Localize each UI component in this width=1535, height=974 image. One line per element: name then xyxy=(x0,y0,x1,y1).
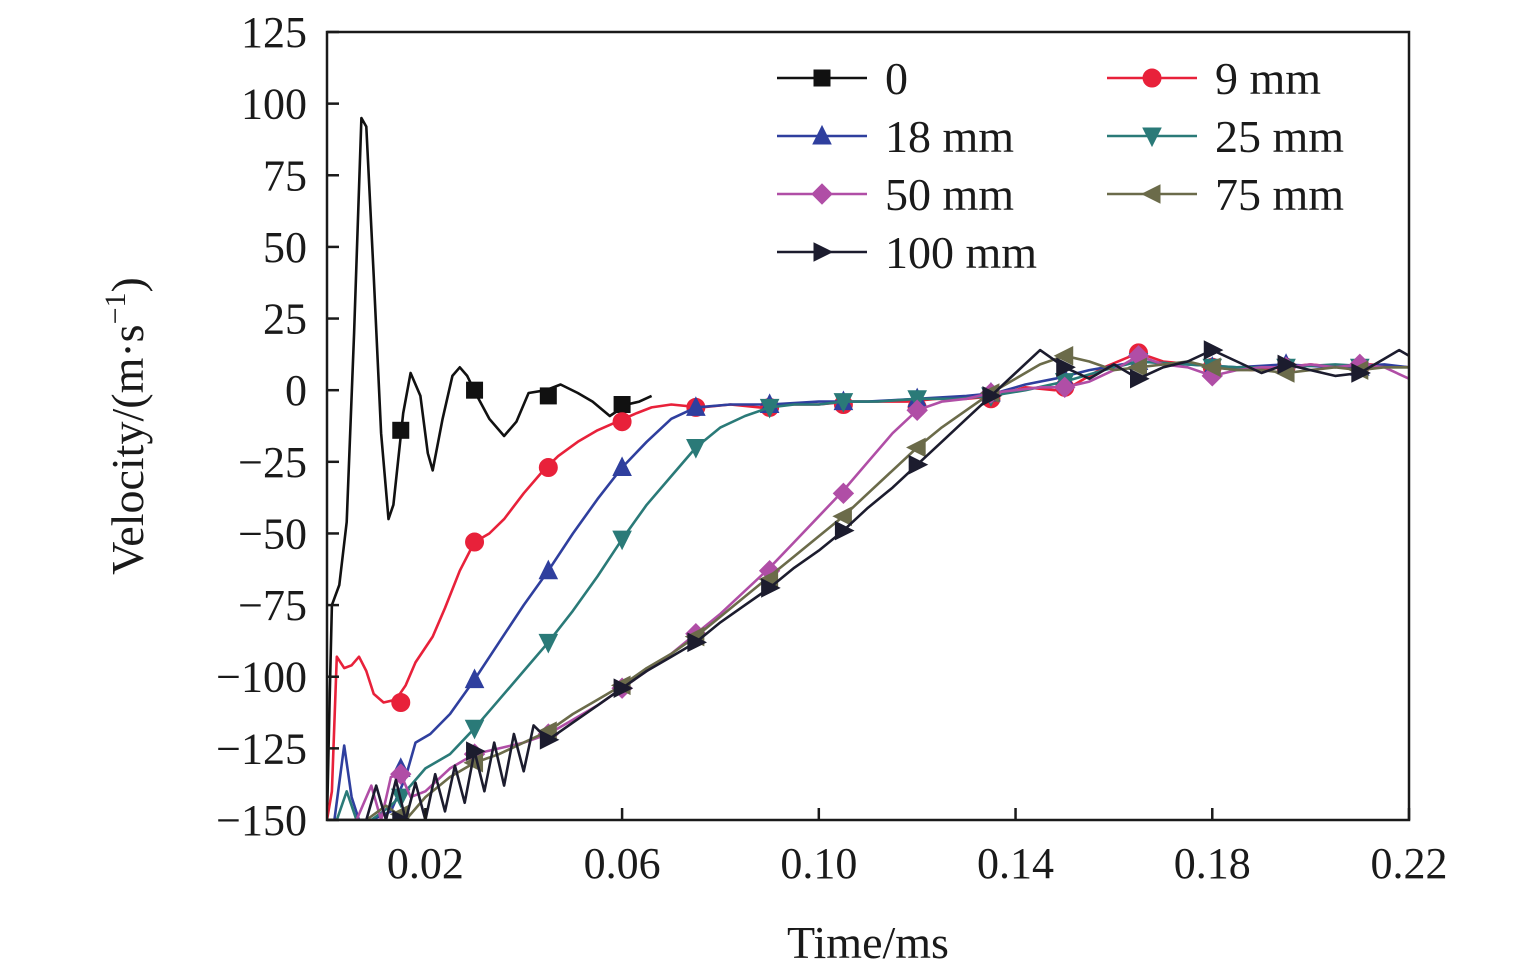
x-tick-label: 0.18 xyxy=(1174,839,1251,888)
data-point xyxy=(906,437,926,458)
legend-label: 25 mm xyxy=(1215,111,1344,162)
x-tick-label: 0.10 xyxy=(780,839,857,888)
data-point xyxy=(759,398,780,419)
series-line xyxy=(327,360,1409,820)
series-line xyxy=(327,354,1409,820)
data-point xyxy=(908,454,929,475)
legend-label: 18 mm xyxy=(885,111,1014,162)
data-point xyxy=(391,693,411,713)
series-100-mm xyxy=(327,340,1409,820)
legend-item: 0 xyxy=(777,53,908,104)
legend-marker xyxy=(1142,68,1162,88)
data-point xyxy=(464,719,485,740)
y-tick-label: 25 xyxy=(263,295,307,344)
data-point xyxy=(1056,357,1076,378)
y-tick-label: −100 xyxy=(216,653,307,702)
data-point xyxy=(1127,357,1147,378)
legend-marker xyxy=(812,124,832,145)
data-point xyxy=(465,532,485,552)
data-point xyxy=(761,578,781,598)
plot-frame xyxy=(325,30,1411,822)
legend-marker xyxy=(1142,127,1162,148)
legend-item: 25 mm xyxy=(1107,111,1344,162)
data-point xyxy=(464,668,485,689)
y-tick-label: 75 xyxy=(263,151,307,200)
data-point xyxy=(613,678,634,698)
y-tick-label: 0 xyxy=(285,366,307,415)
y-tick-label: −125 xyxy=(216,724,307,773)
data-point xyxy=(612,412,632,432)
legend-marker xyxy=(813,242,834,262)
x-tick-label: 0.14 xyxy=(977,839,1054,888)
series-0 xyxy=(327,116,653,820)
y-tick-label: 50 xyxy=(263,223,307,272)
data-point xyxy=(538,458,558,478)
y-axis-title-close: ) xyxy=(102,277,153,292)
y-axis-title-superscript: −1 xyxy=(99,293,132,325)
y-tick-label: −75 xyxy=(238,581,307,630)
y-axis: −150 −125 −100 −75 −50 −25 0 25 50 75 100 125 xyxy=(216,8,339,845)
data-point xyxy=(466,381,484,399)
data-point xyxy=(1130,368,1150,389)
data-point xyxy=(832,506,852,527)
data-point xyxy=(1351,363,1371,383)
legend-marker xyxy=(1140,184,1161,204)
legend-marker xyxy=(811,183,833,205)
legend-item: 50 mm xyxy=(777,169,1014,220)
y-tick-label: −150 xyxy=(216,796,307,845)
data-point xyxy=(686,438,706,459)
data-point xyxy=(1054,376,1076,399)
data-point xyxy=(1201,357,1221,378)
data-point xyxy=(906,399,928,421)
y-tick-label: −50 xyxy=(238,509,307,558)
data-point xyxy=(613,396,631,414)
legend-marker xyxy=(813,69,831,87)
x-tick-label: 0.06 xyxy=(584,839,661,888)
x-tick-label: 0.02 xyxy=(387,839,464,888)
data-point xyxy=(538,559,559,580)
data-point xyxy=(612,456,632,477)
data-point xyxy=(539,387,557,405)
series-line xyxy=(327,116,653,820)
data-point xyxy=(538,633,559,654)
data-point xyxy=(1277,354,1298,375)
x-axis: 0.02 0.06 0.10 0.14 0.18 0.22 xyxy=(387,808,1448,888)
legend-item: 9 mm xyxy=(1107,53,1321,104)
y-tick-label: −25 xyxy=(238,438,307,487)
data-point xyxy=(686,396,706,416)
legend-label: 75 mm xyxy=(1215,169,1344,220)
data-point xyxy=(834,520,855,541)
legend-label: 100 mm xyxy=(885,227,1037,278)
x-tick-label: 0.22 xyxy=(1371,839,1448,888)
data-point xyxy=(539,729,560,750)
data-point xyxy=(832,482,855,505)
series-9-mm xyxy=(327,343,1409,820)
data-point xyxy=(833,393,854,413)
legend-label: 0 xyxy=(885,53,908,104)
series-line xyxy=(327,351,1409,820)
data-point xyxy=(466,741,486,762)
legend-label: 9 mm xyxy=(1215,53,1321,104)
y-tick-label: 125 xyxy=(241,8,307,57)
data-point xyxy=(1053,345,1074,366)
legend-item: 100 mm xyxy=(777,227,1037,278)
series-layer xyxy=(327,116,1409,820)
data-point xyxy=(982,386,1003,406)
y-tick-label: 100 xyxy=(241,80,307,129)
x-axis-title: Time/ms xyxy=(787,917,949,968)
series-line xyxy=(327,354,1409,820)
data-point xyxy=(392,810,412,820)
data-point xyxy=(392,421,410,439)
legend-item: 75 mm xyxy=(1107,169,1344,220)
data-point xyxy=(1203,340,1224,360)
data-point xyxy=(612,530,632,551)
legend: 0 9 mm 18 mm 25 mm 50 mm 75 mm 100 mm xyxy=(777,53,1344,278)
legend-label: 50 mm xyxy=(885,169,1014,220)
data-point xyxy=(687,632,707,653)
legend-item: 18 mm xyxy=(777,111,1014,162)
y-axis-title: Velocity/(m·s−1) xyxy=(99,277,153,575)
